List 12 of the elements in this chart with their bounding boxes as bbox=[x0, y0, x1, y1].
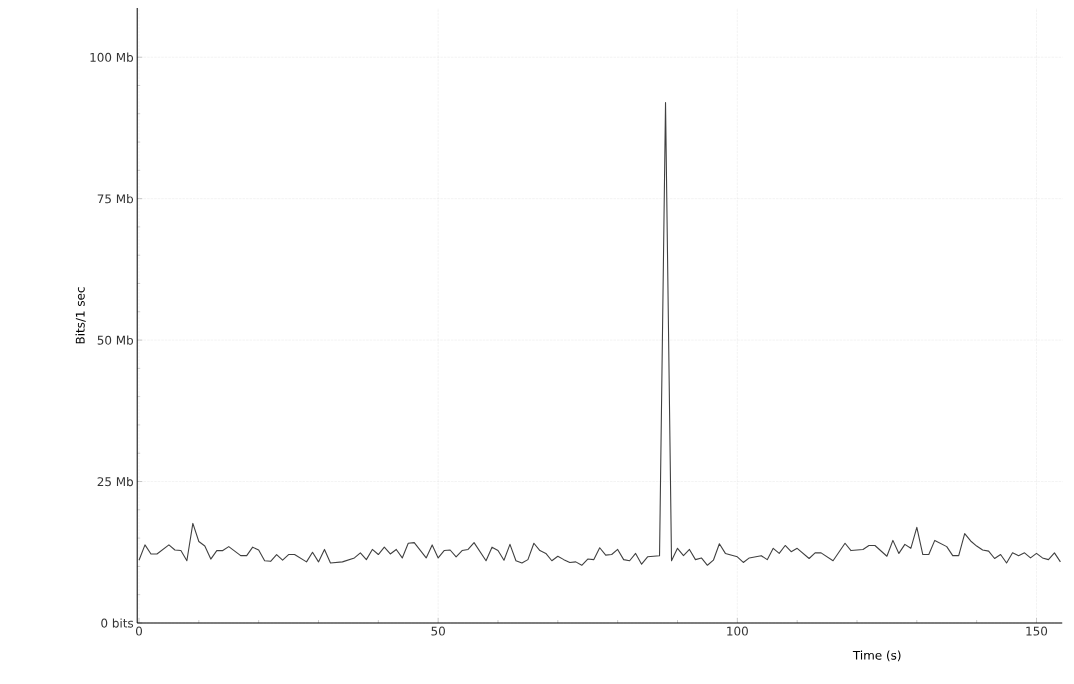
x-tick-label: 50 bbox=[431, 626, 445, 636]
x-tick-label: 0 bbox=[135, 626, 143, 636]
y-tick-label: 75 Mb bbox=[97, 194, 134, 204]
y-tick-label: 0 bits bbox=[101, 618, 134, 628]
y-tick-label: 50 Mb bbox=[97, 335, 134, 345]
y-tick-label: 100 Mb bbox=[90, 52, 134, 62]
line-series bbox=[138, 101, 1061, 566]
x-tick-label: 150 bbox=[1026, 626, 1048, 636]
y-axis-title: Bits/1 sec bbox=[75, 287, 86, 344]
y-tick-label: 25 Mb bbox=[97, 476, 134, 487]
x-axis-title: Time (s) bbox=[852, 650, 901, 662]
x-tick-label: 100 bbox=[727, 626, 748, 636]
